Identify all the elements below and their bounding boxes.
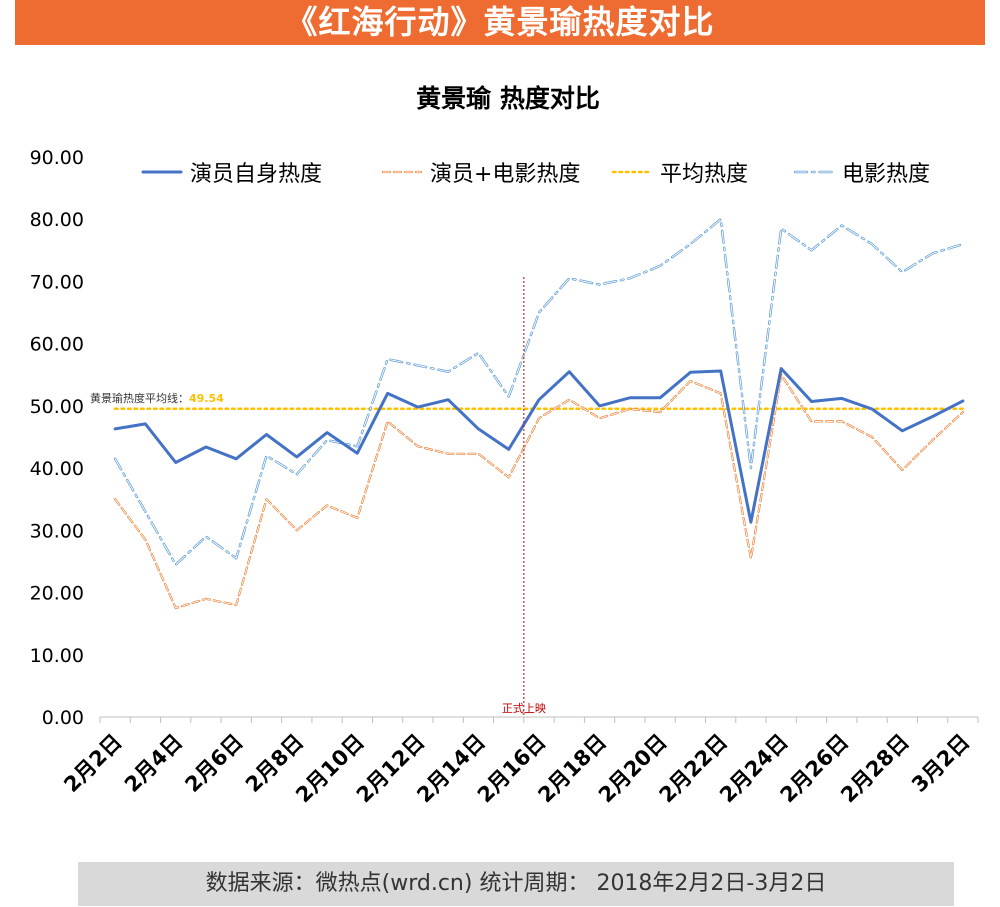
- y-tick-label-9: 90.00: [30, 147, 84, 169]
- legend-label-2: 平均热度: [660, 162, 748, 187]
- series: [113, 217, 965, 610]
- y-tick-label-0: 0.00: [42, 707, 84, 729]
- y-tick-label-8: 80.00: [30, 209, 84, 231]
- legend: 演员自身热度 演员+电影热度 平均热度 电影热度: [141, 162, 930, 187]
- y-tick-label-4: 40.00: [30, 458, 84, 480]
- y-tick-label-3: 30.00: [30, 520, 84, 542]
- y-tick-label-6: 60.00: [30, 334, 84, 356]
- y-tick-label-7: 70.00: [30, 271, 84, 293]
- x-tick-label-4: 2月6日: [180, 730, 247, 797]
- series-line-inner-1: [114, 374, 964, 609]
- x-tick-label-0: 2月2日: [59, 730, 126, 797]
- legend-label-3: 电影热度: [842, 162, 930, 187]
- avg-line-label: 黄景瑜热度平均线：49.54: [90, 391, 224, 405]
- legend-label-0: 演员自身热度: [190, 162, 322, 187]
- y-tick-label-5: 50.00: [30, 396, 84, 418]
- y-tick-label-2: 20.00: [30, 583, 84, 605]
- avg-line-label-prefix: 黄景瑜热度平均线：: [90, 391, 189, 405]
- series-line-0: [113, 367, 965, 524]
- y-tick-label-1: 10.00: [30, 645, 84, 667]
- series-line-3: [113, 217, 965, 566]
- x-tick-label-28: 3月2日: [907, 730, 974, 797]
- x-tick-label-2: 2月4日: [120, 730, 187, 797]
- line-chart: 黄景瑜 热度对比 0.00 10.00 20.00 30.00 40.00 50.00 60…: [30, 84, 979, 807]
- data-source-footer: 数据来源：微热点(wrd.cn) 统计周期： 2018年2月2日-3月2日: [78, 862, 954, 906]
- annotations: 黄景瑜热度平均线：49.54 正式上映: [90, 277, 546, 717]
- banner-title: 《红海行动》黄景瑜热度对比: [15, 0, 985, 45]
- release-label: 正式上映: [502, 702, 546, 715]
- series-line-inner-3: [114, 218, 964, 566]
- legend-label-1: 演员+电影热度: [430, 162, 580, 187]
- chart-title: 黄景瑜 热度对比: [416, 84, 600, 113]
- avg-line-label-value: 49.54: [189, 392, 224, 405]
